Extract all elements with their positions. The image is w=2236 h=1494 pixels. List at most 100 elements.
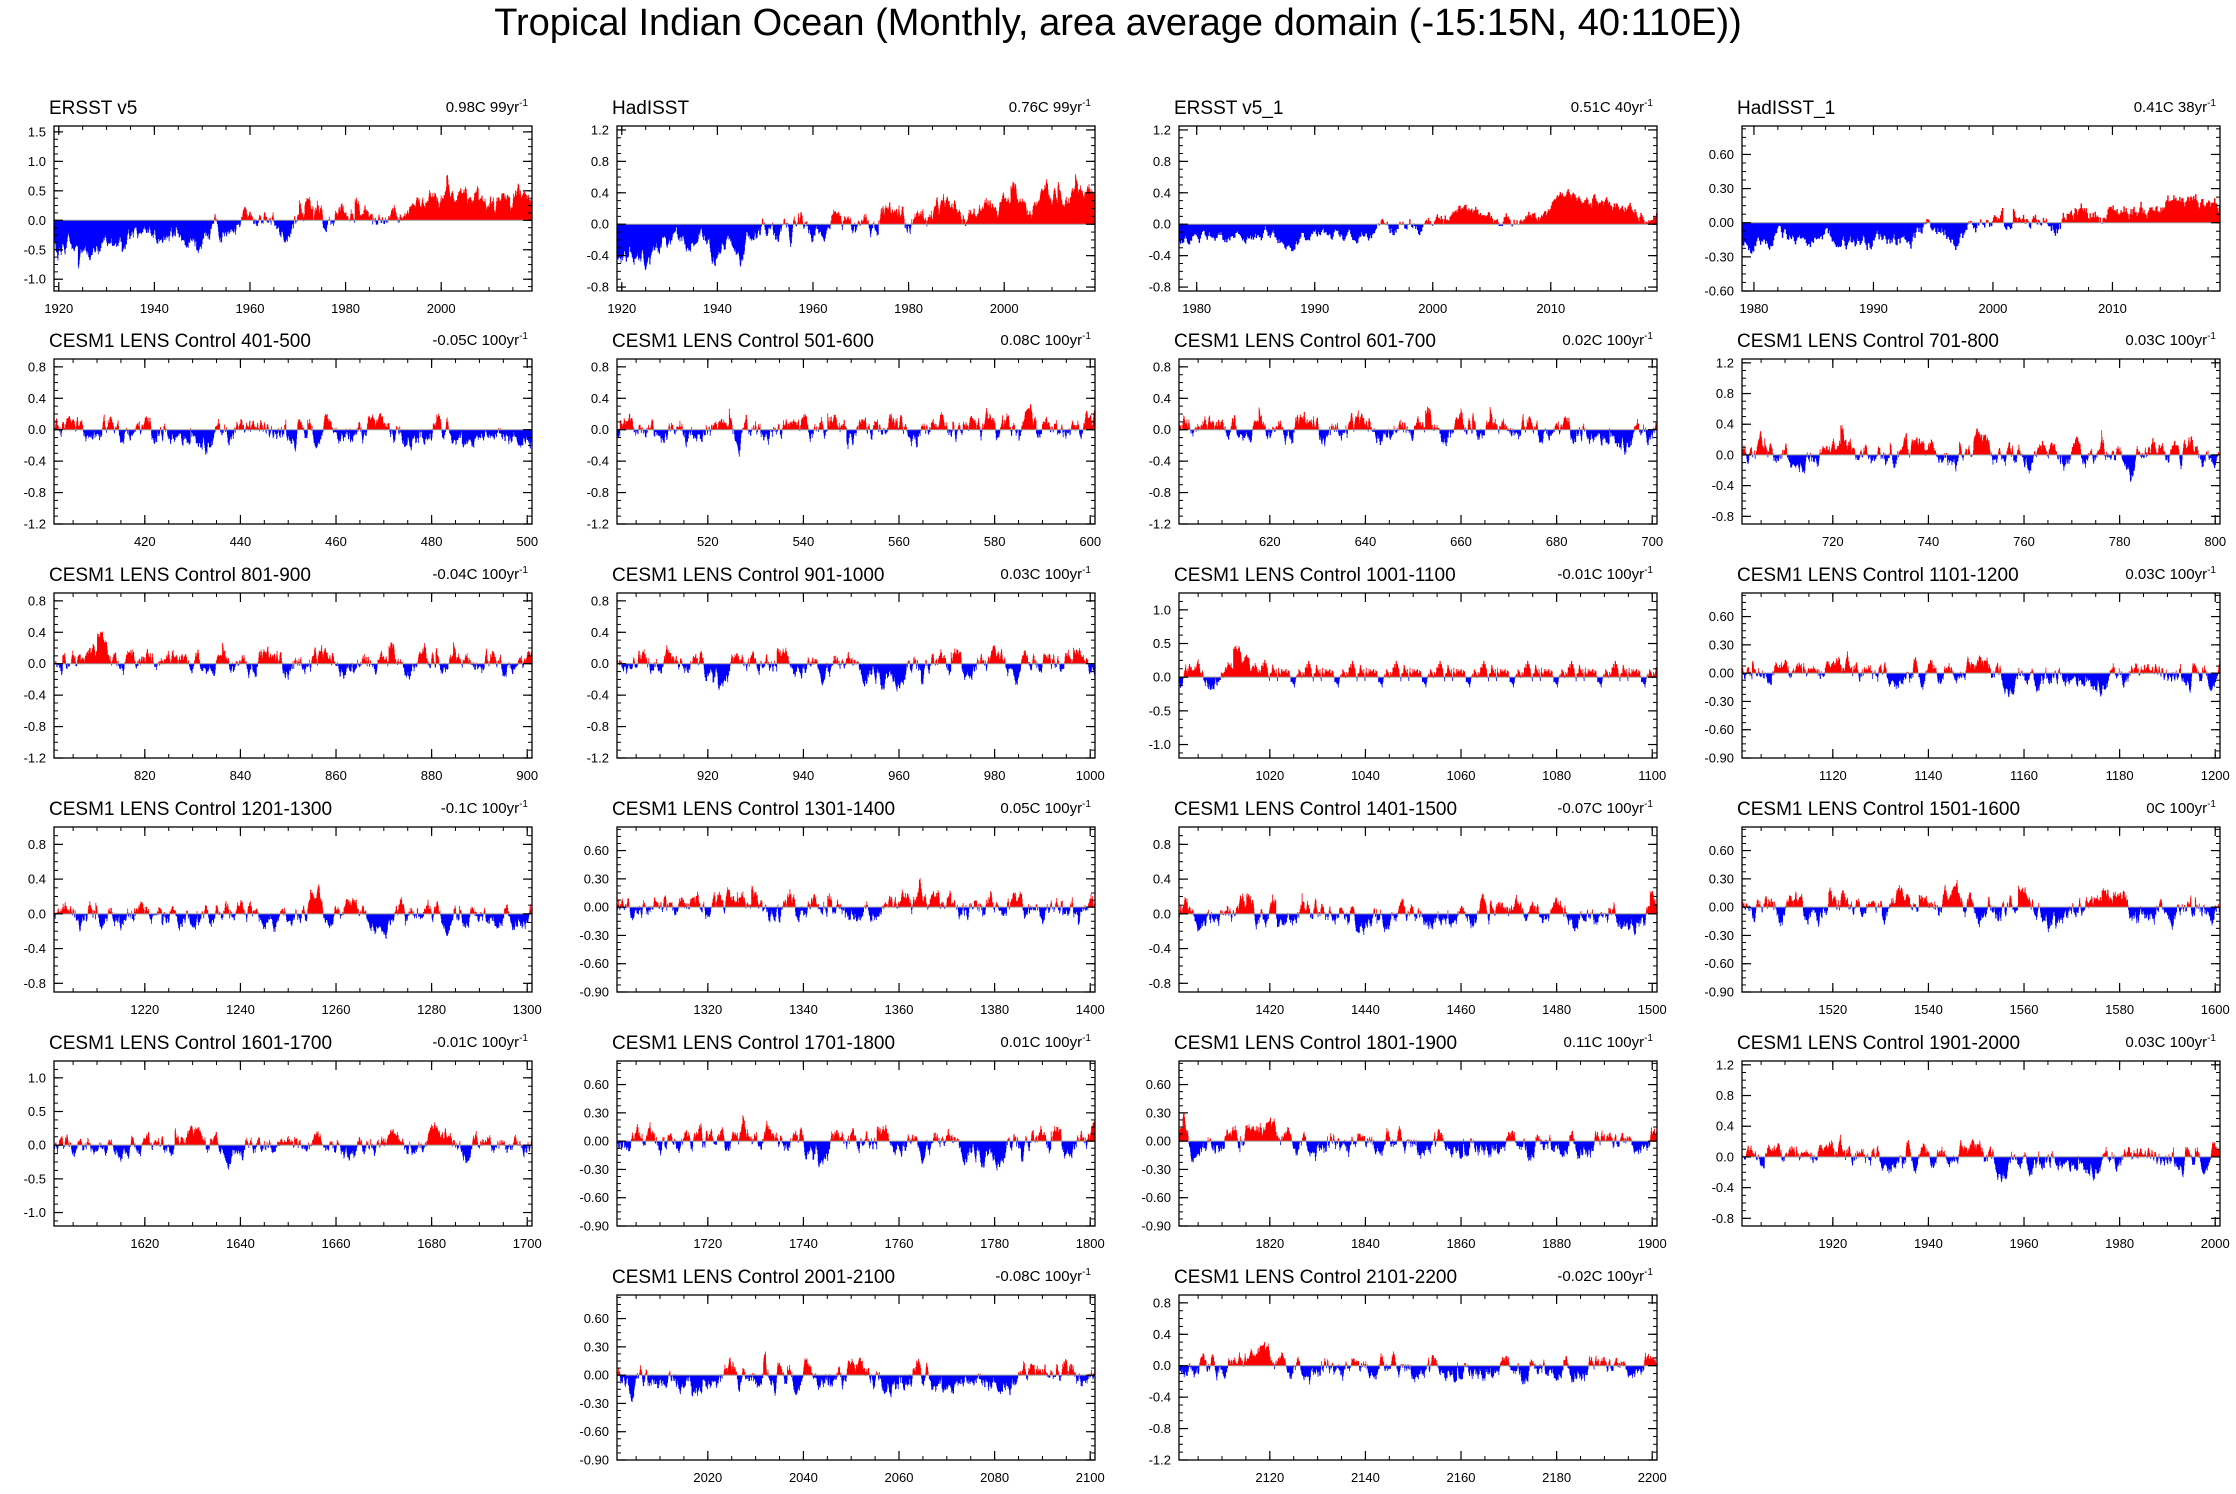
y-tick-label: -0.60 [1141,1190,1171,1205]
negative-anomaly-bars [1181,429,1655,455]
trend-label: -0.08C 100yr-1 [995,1267,1091,1285]
positive-anomaly-bars [619,404,1096,430]
x-tick-label: 1000 [1076,768,1105,783]
y-tick-label: 0.00 [584,900,609,915]
x-tick-label: 1780 [980,1236,1009,1251]
positive-anomaly-bars [1179,891,1658,914]
panel-lens-801: CESM1 LENS Control 801-900 -0.04C 100yr-1… [24,565,538,783]
x-tick-label: 520 [697,534,719,549]
y-tick-label: 1.2 [1153,122,1171,137]
panel-lens-1401: CESM1 LENS Control 1401-1500 -0.07C 100yr… [1149,799,1667,1017]
plot-frame [53,1060,533,1227]
x-tick-label: 1980 [331,301,360,316]
x-tick-label: 2000 [1978,301,2007,316]
x-tick-label: 2000 [1418,301,1447,316]
x-tick-label: 1960 [2010,1236,2039,1251]
negative-anomaly-bars [54,913,530,940]
panel-title: CESM1 LENS Control 1001-1100 [1174,565,1456,586]
y-tick-label: 1.2 [1716,355,1734,370]
x-tick-label: 1860 [1447,1236,1476,1251]
x-tick-label: 480 [421,534,443,549]
x-tick-label: 1100 [1638,768,1666,783]
plot-frame [1178,358,1658,525]
x-tick-label: 1940 [703,301,732,316]
x-tick-label: 1480 [1542,1002,1571,1017]
trend-label: -0.02C 100yr-1 [1557,1267,1653,1285]
x-tick-label: 1280 [417,1002,446,1017]
y-tick-label: 0.4 [1153,391,1171,406]
y-tick-label: -0.30 [579,928,609,943]
y-tick-label: 0.0 [591,217,609,232]
y-tick-label: 0.8 [1716,1088,1734,1103]
y-tick-label: 0.30 [584,871,609,886]
plot-frame [1178,826,1658,993]
positive-anomaly-bars [1742,879,2221,908]
x-tick-label: 1440 [1351,1002,1380,1017]
y-tick-label: -0.30 [1704,694,1734,709]
plot-frame [1178,592,1658,759]
x-tick-label: 1460 [1447,1002,1476,1017]
y-tick-label: -0.4 [24,941,46,956]
negative-anomaly-bars [619,1375,1095,1402]
y-tick-label: -0.5 [1149,703,1171,718]
trend-label: 0.03C 100yr-1 [2125,1033,2216,1051]
y-tick-label: 0.8 [1153,154,1171,169]
x-tick-label: 1180 [2106,768,2134,783]
y-tick-label: 0.0 [1153,1358,1171,1373]
y-tick-label: -0.60 [1704,956,1734,971]
trend-label: 0.03C 100yr-1 [2125,331,2216,349]
x-tick-label: 2000 [2201,1236,2230,1251]
x-tick-label: 560 [888,534,910,549]
panel-title: ERSST v5 [49,98,137,119]
y-tick-label: -0.60 [1704,722,1734,737]
y-tick-label: -1.2 [24,751,46,766]
panel-title: HadISST_1 [1737,98,1835,119]
panel-lens-1001: CESM1 LENS Control 1001-1100 -0.01C 100yr… [1149,565,1667,783]
x-tick-label: 420 [134,534,156,549]
x-tick-label: 1720 [693,1236,722,1251]
x-tick-label: 2080 [980,1470,1009,1485]
x-tick-label: 580 [984,534,1006,549]
positive-anomaly-bars [1179,1112,1658,1142]
panel-lens-701: CESM1 LENS Control 701-800 0.03C 100yr-1 7… [1712,331,2226,549]
x-tick-label: 1380 [980,1002,1009,1017]
x-tick-label: 1520 [1818,1002,1847,1017]
y-tick-label: 0.8 [28,593,46,608]
y-tick-label: -0.90 [579,985,609,1000]
x-tick-label: 1900 [1638,1236,1667,1251]
x-tick-label: 1880 [1542,1236,1571,1251]
x-tick-label: 1540 [1914,1002,1943,1017]
negative-anomaly-bars [1742,1156,2212,1183]
trend-label: 0.08C 100yr-1 [1000,331,1091,349]
positive-anomaly-bars [761,174,1096,225]
y-tick-label: 0.8 [1153,1295,1171,1310]
y-tick-label: -0.90 [1704,985,1734,1000]
positive-anomaly-bars [54,413,501,430]
negative-anomaly-bars [54,663,525,680]
panel-title: CESM1 LENS Control 1501-1600 [1737,799,2020,820]
y-tick-label: 0.8 [591,154,609,169]
y-tick-label: 0.0 [591,656,609,671]
x-tick-label: 980 [984,768,1006,783]
y-tick-label: -0.30 [1704,249,1734,264]
y-tick-label: -0.4 [1149,941,1171,956]
y-tick-label: -1.0 [1149,737,1171,752]
x-tick-label: 600 [1079,534,1101,549]
y-tick-label: 0.0 [591,422,609,437]
y-tick-label: 0.4 [28,625,46,640]
x-tick-label: 940 [793,768,815,783]
panel-title: CESM1 LENS Control 2101-2200 [1174,1267,1457,1288]
negative-anomaly-bars [617,224,967,271]
y-tick-label: -0.4 [24,688,46,703]
y-tick-label: 0.30 [1709,637,1734,652]
x-tick-label: 1920 [607,301,636,316]
negative-anomaly-bars [54,220,405,269]
x-tick-label: 1120 [1819,768,1847,783]
y-tick-label: -0.8 [1712,509,1734,524]
panel-lens-1101: CESM1 LENS Control 1101-1200 0.03C 100yr-… [1704,565,2229,783]
y-tick-label: -0.8 [1149,280,1171,295]
y-tick-label: 0.5 [28,1104,46,1119]
plot-frame [1741,826,2221,993]
y-tick-label: 0.0 [28,422,46,437]
x-tick-label: 2020 [693,1470,722,1485]
